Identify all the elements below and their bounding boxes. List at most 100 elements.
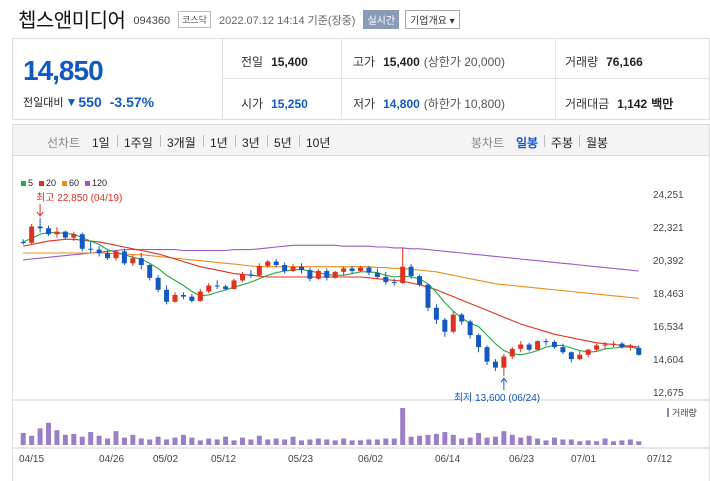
candle-body: [307, 270, 313, 279]
legend-ma5: 5: [21, 178, 33, 188]
low-value: 14,800: [383, 97, 420, 111]
legend-ma120: 120: [85, 178, 107, 188]
candle-body: [239, 274, 245, 281]
ma120-line: [23, 244, 639, 272]
volume-bar: [37, 428, 43, 445]
candle-body: [138, 258, 144, 266]
period-1week[interactable]: 1주일: [124, 136, 153, 150]
volume-bar: [79, 436, 85, 445]
x-tick-label: 06/14: [435, 454, 460, 465]
candle-body: [349, 268, 355, 271]
chart-legend: 5 20 60 120: [21, 178, 107, 188]
volume-bar: [189, 437, 195, 445]
period-5years[interactable]: 5년: [274, 136, 292, 150]
period-3years[interactable]: 3년: [242, 136, 260, 150]
high-value: 15,400: [383, 55, 420, 69]
candle-daily[interactable]: 일봉: [516, 136, 539, 150]
amount-unit: 백만: [651, 97, 674, 111]
quote-datetime: 2022.07.12 14:14 기준(장중): [218, 14, 356, 27]
volume-bar: [484, 437, 490, 445]
candle-body: [290, 266, 296, 271]
x-tick-label: 07/12: [647, 454, 672, 465]
candle-body: [96, 249, 102, 254]
high-label: 고가: [353, 55, 376, 69]
candle-body: [425, 284, 431, 308]
divider: [160, 135, 161, 147]
volume: 거래량 76,166: [565, 53, 643, 70]
volume-bar: [298, 440, 304, 445]
period-10years[interactable]: 10년: [306, 136, 331, 150]
volume-bar: [366, 439, 372, 445]
x-tick-label: 04/15: [19, 454, 44, 465]
down-triangle-icon: ▼: [65, 95, 78, 109]
price-change: 전일대비 ▼ 550 -3.57%: [23, 94, 154, 110]
candle-body: [130, 258, 136, 264]
y-tick-label: 22,321: [653, 223, 684, 234]
candle-body: [147, 265, 153, 278]
volume-bar: [265, 439, 271, 445]
price-stats: 전일 15,400 고가 15,400 (상한가 20,000) 거래량 76,…: [222, 38, 710, 121]
volume-bar: [96, 435, 102, 445]
volume-bar: [560, 439, 566, 445]
volume-bar: [214, 439, 220, 445]
candle-weekly[interactable]: 주봉: [551, 136, 574, 150]
divider: [341, 39, 342, 121]
divider: [117, 135, 118, 147]
period-1year[interactable]: 1년: [210, 136, 228, 150]
low-annotation: 최저 13,600 (06/24): [454, 392, 540, 404]
candle-body: [501, 356, 507, 368]
divider: [579, 135, 580, 147]
candle-body: [298, 266, 304, 271]
candle-body: [627, 345, 633, 348]
company-info-button[interactable]: 기업개요 ▾: [405, 10, 460, 29]
candle-body: [374, 272, 380, 277]
volume-bar: [332, 440, 338, 445]
candle-body: [79, 234, 85, 249]
volume-bar: [433, 433, 439, 445]
high-price: 고가 15,400 (상한가 20,000): [353, 53, 505, 70]
candle-body: [391, 282, 397, 284]
realtime-button[interactable]: 실시간: [363, 10, 400, 29]
volume-bar: [20, 432, 26, 445]
candle-body: [535, 341, 541, 350]
candle-monthly[interactable]: 월봉: [586, 136, 609, 150]
candle-body: [459, 314, 465, 322]
stock-name: 쳅스앤미디어: [18, 9, 126, 32]
y-tick-label: 24,251: [653, 190, 684, 201]
volume-bar: [594, 441, 600, 445]
candle-body: [433, 307, 439, 320]
volume-bar: [46, 422, 52, 445]
volume-bar: [231, 440, 237, 445]
candle-body: [467, 321, 473, 336]
volume-bar: [223, 436, 229, 445]
prev-close-value: 15,400: [271, 55, 308, 69]
candle-body: [282, 265, 288, 271]
x-tick-label: 05/23: [288, 454, 313, 465]
volume-bar: [442, 432, 448, 445]
candle-body: [560, 347, 566, 353]
candle-body: [315, 270, 321, 279]
candle-body: [610, 343, 616, 345]
candle-body: [265, 261, 271, 266]
divider: [299, 135, 300, 147]
candle-body: [602, 344, 608, 346]
line-chart-label: 선차트: [47, 136, 81, 150]
upper-limit: (상한가 20,000): [423, 55, 505, 69]
candle-body: [29, 226, 35, 243]
period-1day[interactable]: 1일: [92, 136, 110, 150]
volume-bar: [105, 438, 111, 445]
volume-bar: [180, 434, 186, 445]
open-label: 시가: [241, 97, 264, 111]
volume-bar: [349, 440, 355, 445]
period-3months[interactable]: 3개월: [167, 136, 196, 150]
candlestick-chart[interactable]: 24,251 22,321 20,392 18,463 16,534 14,604 12,6…: [13, 156, 710, 481]
volume-bar: [535, 438, 541, 445]
volume-bar: [459, 438, 465, 445]
volume-bar: [619, 440, 625, 445]
x-tick-label: 05/02: [153, 454, 178, 465]
y-tick-label: 18,463: [653, 289, 684, 300]
volume-bar: [273, 438, 279, 445]
volume-bar: [290, 436, 296, 445]
candle-body: [206, 285, 212, 292]
low-label: 저가: [353, 97, 376, 111]
